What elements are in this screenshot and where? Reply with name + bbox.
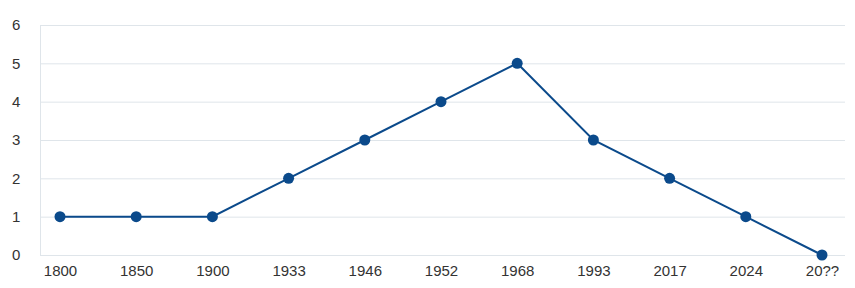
y-tick-label: 2 xyxy=(12,170,20,187)
y-tick-label: 0 xyxy=(12,246,20,263)
y-axis: 0 1 2 3 4 5 6 xyxy=(12,16,845,263)
x-tick-label: 1800 xyxy=(44,262,77,279)
x-axis-line xyxy=(61,255,823,256)
x-tick: 1946 xyxy=(349,255,382,279)
x-tick: 2017 xyxy=(653,255,686,279)
x-tick: 1993 xyxy=(577,255,610,279)
plot: 0 1 2 3 4 5 6 1800 1850 1900 1933 1946 1952 1968 1993 2… xyxy=(12,16,845,278)
x-tick: 1900 xyxy=(196,255,229,279)
y-tick: 5 xyxy=(12,55,845,72)
x-tick: 1968 xyxy=(501,255,534,279)
x-tick-label: 2017 xyxy=(653,262,686,279)
x-tick: 1933 xyxy=(272,255,305,279)
marker xyxy=(512,58,523,69)
x-tick-label: 1850 xyxy=(120,262,153,279)
x-tick: 1800 xyxy=(44,255,77,279)
x-tick-label: 1952 xyxy=(425,262,458,279)
line xyxy=(60,63,822,255)
y-tick: 3 xyxy=(12,131,845,148)
y-tick-label: 1 xyxy=(12,208,20,225)
y-tick: 2 xyxy=(12,170,845,187)
y-tick-label: 3 xyxy=(12,131,20,148)
y-tick: 6 xyxy=(12,16,845,33)
marker xyxy=(588,135,599,146)
marker xyxy=(817,250,828,261)
chart: 0 1 2 3 4 5 6 1800 1850 1900 1933 1946 1952 1968 1993 2… xyxy=(0,0,855,288)
grid-line xyxy=(40,25,845,26)
marker xyxy=(131,211,142,222)
y-tick-label: 6 xyxy=(12,16,20,33)
y-axis-line xyxy=(41,26,846,256)
x-tick-label: 2024 xyxy=(730,262,763,279)
y-tick: 1 xyxy=(12,208,845,225)
x-tick-label: 1933 xyxy=(272,262,305,279)
x-tick-label: 1900 xyxy=(196,262,229,279)
marker xyxy=(359,135,370,146)
marker xyxy=(55,211,66,222)
x-tick-label: 20?? xyxy=(806,262,839,279)
marker xyxy=(283,173,294,184)
grid-line xyxy=(40,178,845,179)
y-tick-label: 5 xyxy=(12,55,20,72)
series xyxy=(55,58,828,261)
x-tick: 1850 xyxy=(120,255,153,279)
marker xyxy=(664,173,675,184)
grid-line xyxy=(40,63,845,64)
y-tick-label: 4 xyxy=(12,93,20,110)
x-tick-label: 1968 xyxy=(501,262,534,279)
grid-line xyxy=(40,140,845,141)
x-tick: 1952 xyxy=(425,255,458,279)
marker xyxy=(207,211,218,222)
x-tick-label: 1946 xyxy=(349,262,382,279)
x-tick-label: 1993 xyxy=(577,262,610,279)
x-tick: 2024 xyxy=(730,255,763,279)
grid-line xyxy=(40,255,845,256)
x-axis: 1800 1850 1900 1933 1946 1952 1968 1993 2017 2024… xyxy=(44,255,839,279)
marker xyxy=(740,211,751,222)
marker xyxy=(436,96,447,107)
